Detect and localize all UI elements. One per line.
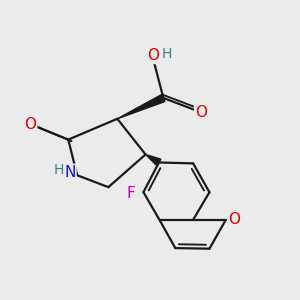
- Text: O: O: [147, 48, 159, 63]
- Text: F: F: [127, 186, 135, 201]
- Text: O: O: [195, 105, 207, 120]
- Polygon shape: [117, 94, 165, 119]
- Text: N: N: [64, 165, 75, 180]
- Text: H: H: [54, 163, 64, 177]
- Text: O: O: [228, 212, 240, 227]
- Polygon shape: [146, 154, 161, 166]
- Text: H: H: [162, 47, 172, 61]
- Text: O: O: [24, 117, 36, 132]
